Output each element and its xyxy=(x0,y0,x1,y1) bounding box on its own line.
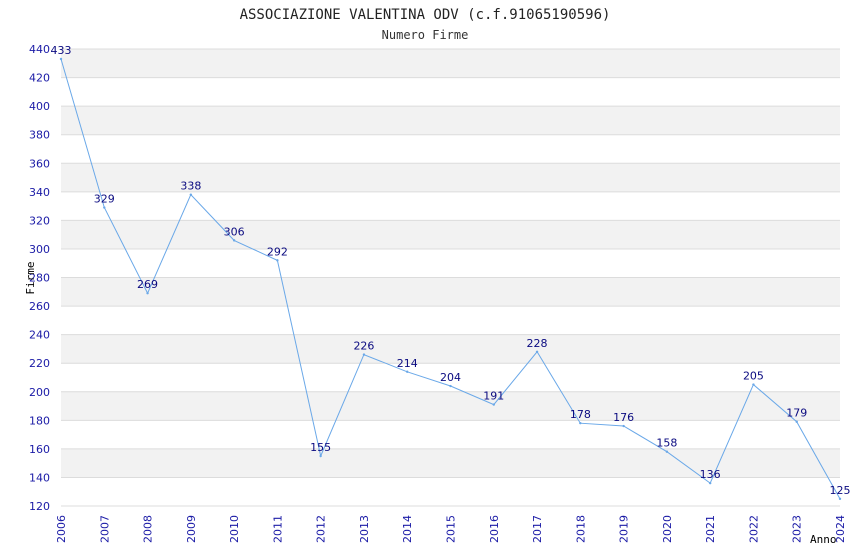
series-layer xyxy=(59,57,842,501)
data-point xyxy=(838,497,842,501)
data-point xyxy=(492,403,495,406)
data-label: 155 xyxy=(310,441,331,454)
data-point xyxy=(579,421,582,425)
data-point xyxy=(449,384,452,388)
x-axis-label: Anno xyxy=(810,533,837,546)
y-axis-ticks: 120 140 160 180 200 220 240 260 280 300 320 340 360 3… xyxy=(29,43,50,513)
data-label: 158 xyxy=(656,437,677,450)
data-label: 292 xyxy=(267,245,288,258)
data-label: 433 xyxy=(51,44,72,57)
data-point xyxy=(276,259,279,262)
x-tick-label: 2020 xyxy=(661,515,674,543)
y-tick-label: 140 xyxy=(29,471,50,484)
grid-band xyxy=(61,163,840,192)
data-label: 179 xyxy=(786,407,807,420)
y-tick-label: 240 xyxy=(29,329,50,342)
y-tick-label: 280 xyxy=(29,272,50,285)
data-point xyxy=(319,454,322,458)
grid-band xyxy=(61,306,840,335)
x-tick-label: 2008 xyxy=(142,515,155,543)
data-label: 329 xyxy=(94,193,115,206)
data-label: 226 xyxy=(353,340,374,353)
y-tick-label: 400 xyxy=(29,100,50,113)
x-tick-label: 2011 xyxy=(271,515,284,543)
y-tick-label: 200 xyxy=(29,386,50,399)
chart-subtitle: Numero Firme xyxy=(382,28,469,42)
data-point xyxy=(362,353,366,356)
y-axis-label: Firme xyxy=(24,261,37,294)
x-tick-label: 2015 xyxy=(445,515,458,543)
data-label: 176 xyxy=(613,411,634,424)
y-tick-label: 420 xyxy=(29,72,50,85)
grid-band xyxy=(61,334,840,364)
y-tick-label: 300 xyxy=(29,243,50,256)
grid-band xyxy=(61,477,840,506)
grid-band xyxy=(61,391,840,421)
y-tick-label: 340 xyxy=(29,186,50,199)
grid-band xyxy=(61,106,840,135)
data-point xyxy=(752,383,755,386)
data-point xyxy=(795,420,798,423)
grid-band xyxy=(61,191,840,221)
data-point xyxy=(622,424,625,428)
y-tick-label: 160 xyxy=(29,443,50,456)
x-tick-label: 2019 xyxy=(618,515,631,543)
chart-title: ASSOCIAZIONE VALENTINA ODV (c.f.91065190… xyxy=(240,7,611,23)
grid-band xyxy=(61,420,840,449)
x-tick-label: 2006 xyxy=(55,515,68,543)
data-label: 306 xyxy=(224,225,245,238)
y-tick-label: 220 xyxy=(29,357,50,370)
x-tick-label: 2022 xyxy=(747,515,760,543)
x-tick-label: 2016 xyxy=(488,515,501,543)
grid-band xyxy=(61,220,840,249)
x-tick-label: 2014 xyxy=(401,515,414,543)
data-label: 269 xyxy=(137,278,158,291)
grid-band xyxy=(61,277,840,307)
y-tick-label: 360 xyxy=(29,157,50,170)
data-point xyxy=(535,350,539,353)
data-label: 205 xyxy=(743,370,764,383)
y-tick-label: 320 xyxy=(29,214,50,227)
data-label: 191 xyxy=(483,390,504,403)
x-tick-label: 2007 xyxy=(98,515,111,543)
data-label: 178 xyxy=(570,408,591,421)
y-tick-label: 440 xyxy=(29,43,50,56)
data-point xyxy=(189,193,193,196)
data-point xyxy=(146,292,149,295)
x-tick-label: 2017 xyxy=(531,515,544,543)
data-label: 204 xyxy=(440,371,461,384)
data-point xyxy=(232,239,236,242)
grid-lines xyxy=(61,48,840,507)
y-tick-label: 380 xyxy=(29,129,50,142)
x-tick-label: 2012 xyxy=(315,515,328,543)
x-tick-label: 2009 xyxy=(185,515,198,543)
grid-band xyxy=(61,77,840,107)
x-axis-ticks: 2006 2007 2008 2009 2010 2011 2012 2013 2014 2015… xyxy=(55,515,847,543)
x-tick-label: 2018 xyxy=(574,515,587,543)
x-tick-label: 2013 xyxy=(358,515,371,543)
data-point xyxy=(708,481,712,485)
data-label: 125 xyxy=(830,484,850,497)
data-label: 214 xyxy=(397,357,418,370)
data-label: 136 xyxy=(700,468,721,481)
data-point xyxy=(103,206,106,209)
data-label: 338 xyxy=(180,180,201,193)
x-tick-label: 2010 xyxy=(228,515,241,543)
grid-band xyxy=(61,248,840,278)
data-point xyxy=(59,57,63,61)
y-tick-label: 260 xyxy=(29,300,50,313)
y-tick-label: 120 xyxy=(29,500,50,513)
x-tick-label: 2021 xyxy=(704,515,717,543)
y-tick-label: 180 xyxy=(29,414,50,427)
grid-band xyxy=(61,134,840,164)
grid-band xyxy=(61,448,840,478)
grid-band xyxy=(61,49,840,78)
data-label: 228 xyxy=(527,337,548,350)
data-labels: 433 329 269 338 306 292 155 226 214 204 191 228 178 1… xyxy=(51,44,850,497)
x-tick-label: 2024 xyxy=(834,515,847,543)
data-point xyxy=(665,450,669,453)
data-point xyxy=(406,370,409,373)
x-tick-label: 2023 xyxy=(791,515,804,543)
